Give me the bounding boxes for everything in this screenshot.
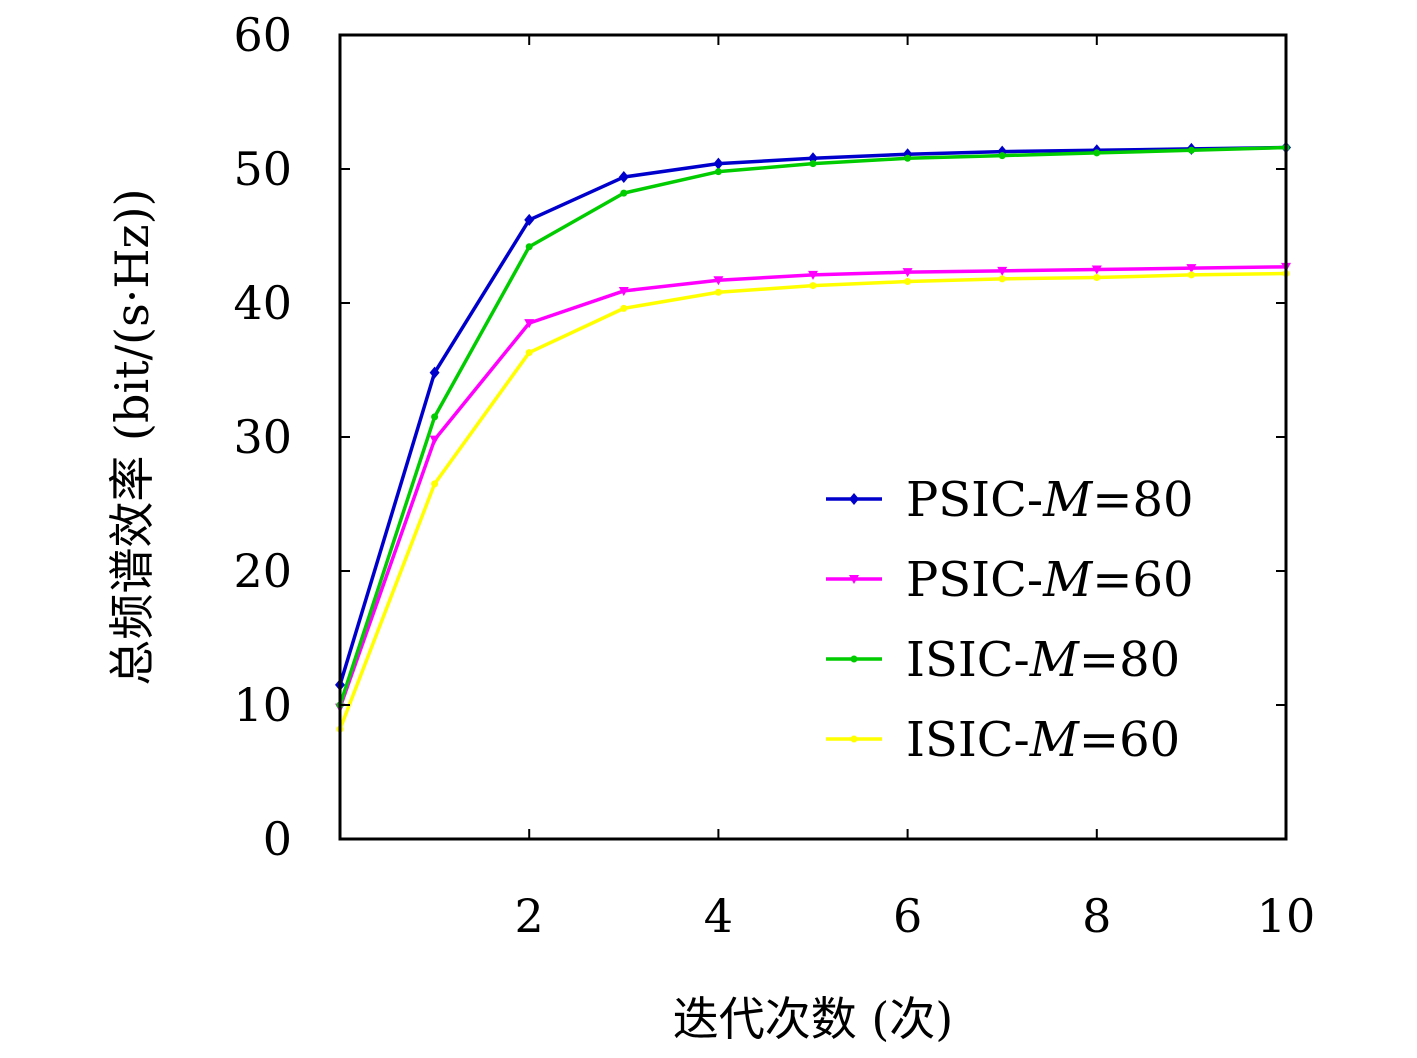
data-point [524, 213, 535, 226]
x-tick-label: 4 [704, 889, 733, 943]
data-point [904, 154, 912, 162]
y-tick-label: 60 [233, 8, 292, 62]
data-point [618, 171, 629, 184]
data-point [618, 286, 629, 296]
data-point [809, 282, 817, 290]
data-point [1091, 265, 1102, 275]
series-ISIC-M=80 [336, 144, 1290, 709]
data-point [1187, 271, 1195, 279]
data-point [429, 435, 440, 445]
legend-label: PSIC-M=80 [906, 472, 1194, 528]
data-point [1187, 146, 1195, 154]
y-tick-label: 10 [233, 678, 292, 732]
x-tick-label: 2 [515, 889, 544, 943]
legend-marker [850, 655, 858, 663]
legend-item: PSIC-M=80 [826, 472, 1194, 528]
ticks-layer: 0 10 20 30 40 50 60 2 4 6 8 10 [233, 8, 1315, 943]
x-tick-label: 10 [1257, 889, 1316, 943]
data-point [429, 366, 440, 379]
data-point [431, 480, 439, 488]
x-tick-label: 6 [893, 889, 922, 943]
y-tick-label: 50 [233, 142, 292, 196]
legend: PSIC-M=80 PSIC-M=60 ISIC-M=80 ISIC-M=60 [826, 472, 1194, 768]
data-point [904, 278, 912, 286]
data-point [714, 168, 722, 176]
data-point [525, 349, 533, 357]
x-axis-title: 迭代次数 (次) [673, 992, 954, 1046]
data-point [620, 304, 628, 312]
y-tick-label: 0 [263, 812, 292, 866]
data-point [524, 319, 535, 329]
data-point [714, 288, 722, 296]
x-tick-label: 8 [1082, 889, 1111, 943]
data-point [713, 276, 724, 286]
series-layer [335, 141, 1291, 733]
legend-item: ISIC-M=80 [826, 632, 1180, 688]
data-point [525, 243, 533, 251]
legend-marker [849, 493, 859, 505]
legend-item: PSIC-M=60 [826, 552, 1194, 608]
data-point [998, 152, 1006, 160]
legend-label: ISIC-M=80 [906, 632, 1180, 688]
series-PSIC-M=80 [335, 141, 1291, 691]
data-point [1093, 149, 1101, 157]
legend-label: ISIC-M=60 [906, 712, 1180, 768]
data-point [997, 266, 1008, 276]
y-tick-label: 40 [233, 276, 292, 330]
data-point [713, 157, 724, 170]
legend-marker [849, 575, 859, 584]
data-point [1093, 274, 1101, 282]
data-point [1186, 264, 1197, 274]
series-ISIC-M=60 [336, 270, 1290, 733]
legend-label: PSIC-M=60 [906, 552, 1194, 608]
data-point [808, 270, 818, 280]
data-point [998, 275, 1006, 283]
data-point [809, 160, 817, 168]
y-tick-label: 30 [233, 410, 292, 464]
legend-item: ISIC-M=60 [826, 712, 1180, 768]
y-tick-label: 20 [233, 544, 292, 598]
series-line [338, 145, 1287, 706]
data-point [620, 189, 628, 197]
legend-marker [850, 735, 858, 743]
data-point [902, 268, 913, 278]
data-point [431, 413, 439, 421]
y-axis-title: 总频谱效率 (bit/(s·Hz)) [105, 188, 159, 685]
